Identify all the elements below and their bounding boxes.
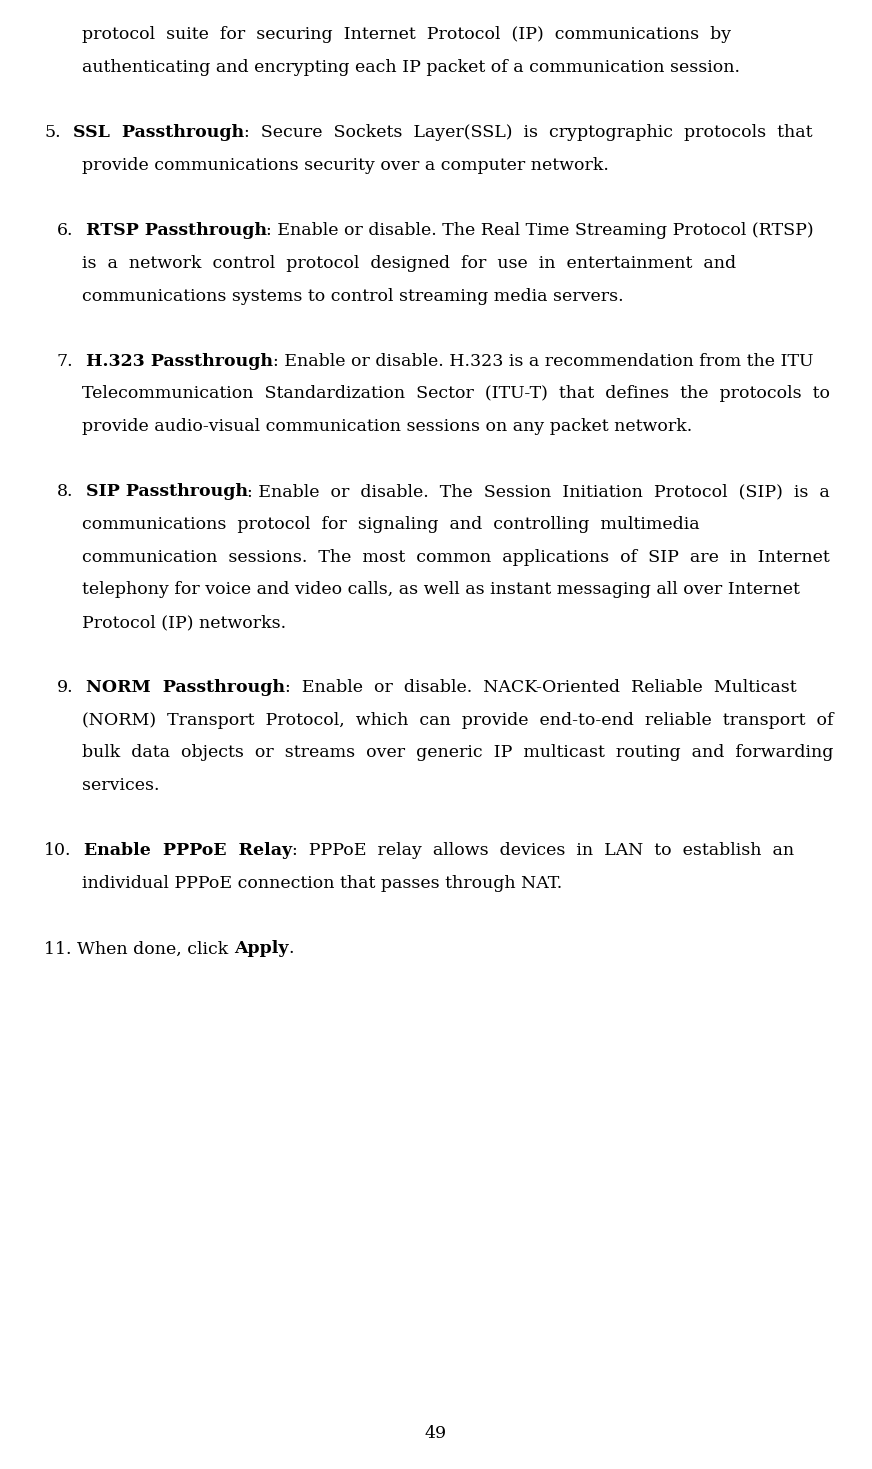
Text: H.323 Passthrough: H.323 Passthrough — [73, 353, 273, 370]
Text: 8.: 8. — [57, 483, 73, 501]
Text: provide communications security over a computer network.: provide communications security over a c… — [82, 157, 609, 173]
Text: Protocol (IP) networks.: Protocol (IP) networks. — [82, 614, 286, 632]
Text: SIP Passthrough: SIP Passthrough — [73, 483, 248, 501]
Text: :  PPPoE  relay  allows  devices  in  LAN  to  establish  an: : PPPoE relay allows devices in LAN to e… — [291, 842, 794, 859]
Text: services.: services. — [82, 777, 160, 795]
Text: Apply: Apply — [234, 940, 289, 958]
Text: : Enable or disable. H.323 is a recommendation from the ITU: : Enable or disable. H.323 is a recommen… — [273, 353, 813, 370]
Text: communication  sessions.  The  most  common  applications  of  SIP  are  in  Int: communication sessions. The most common … — [82, 548, 830, 566]
Text: : Enable  or  disable.  The  Session  Initiation  Protocol  (SIP)  is  a: : Enable or disable. The Session Initiat… — [248, 483, 830, 501]
Text: SSL  Passthrough: SSL Passthrough — [61, 125, 244, 141]
Text: 5.: 5. — [44, 125, 61, 141]
Text: :  Secure  Sockets  Layer(SSL)  is  cryptographic  protocols  that: : Secure Sockets Layer(SSL) is cryptogra… — [244, 125, 812, 141]
Text: 7.: 7. — [57, 353, 73, 370]
Text: 10.: 10. — [44, 842, 72, 859]
Text: Enable  PPPoE  Relay: Enable PPPoE Relay — [72, 842, 291, 859]
Text: communications systems to control streaming media servers.: communications systems to control stream… — [82, 288, 623, 304]
Text: : Enable or disable. The Real Time Streaming Protocol (RTSP): : Enable or disable. The Real Time Strea… — [267, 222, 814, 239]
Text: :  Enable  or  disable.  NACK-Oriented  Reliable  Multicast: : Enable or disable. NACK-Oriented Relia… — [284, 679, 796, 696]
Text: Telecommunication  Standardization  Sector  (ITU-T)  that  defines  the  protoco: Telecommunication Standardization Sector… — [82, 385, 830, 403]
Text: RTSP Passthrough: RTSP Passthrough — [73, 222, 267, 239]
Text: protocol  suite  for  securing  Internet  Protocol  (IP)  communications  by: protocol suite for securing Internet Pro… — [82, 26, 731, 44]
Text: provide audio-visual communication sessions on any packet network.: provide audio-visual communication sessi… — [82, 419, 692, 435]
Text: telephony for voice and video calls, as well as instant messaging all over Inter: telephony for voice and video calls, as … — [82, 582, 800, 598]
Text: bulk  data  objects  or  streams  over  generic  IP  multicast  routing  and  fo: bulk data objects or streams over generi… — [82, 745, 834, 761]
Text: communications  protocol  for  signaling  and  controlling  multimedia: communications protocol for signaling an… — [82, 516, 699, 533]
Text: (NORM)  Transport  Protocol,  which  can  provide  end-to-end  reliable  transpo: (NORM) Transport Protocol, which can pro… — [82, 712, 834, 729]
Text: individual PPPoE connection that passes through NAT.: individual PPPoE connection that passes … — [82, 876, 562, 892]
Text: 11. When done, click: 11. When done, click — [44, 940, 234, 958]
Text: 9.: 9. — [57, 679, 73, 696]
Text: .: . — [289, 940, 294, 958]
Text: is  a  network  control  protocol  designed  for  use  in  entertainment  and: is a network control protocol designed f… — [82, 256, 736, 272]
Text: NORM  Passthrough: NORM Passthrough — [73, 679, 284, 696]
Text: 49: 49 — [425, 1425, 447, 1443]
Text: authenticating and encrypting each IP packet of a communication session.: authenticating and encrypting each IP pa… — [82, 59, 740, 76]
Text: 6.: 6. — [57, 222, 73, 239]
